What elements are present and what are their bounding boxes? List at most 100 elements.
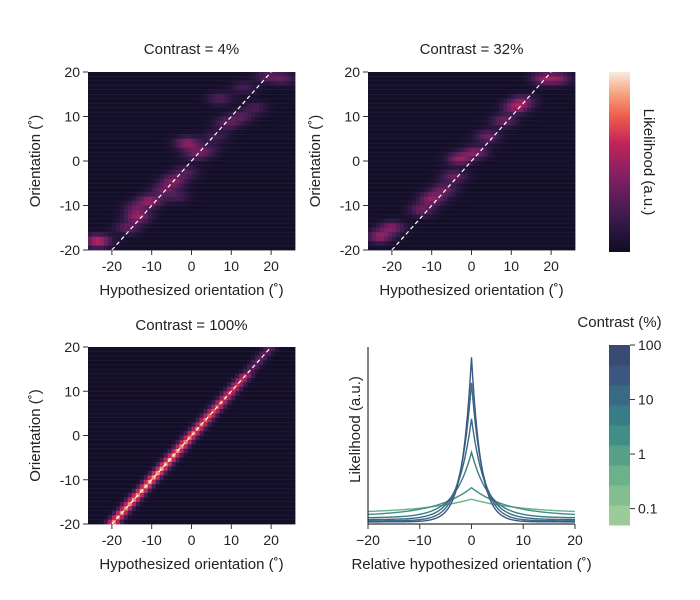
heatmap-cell xyxy=(147,241,153,246)
heatmap-cell xyxy=(375,143,381,149)
heatmap-cell xyxy=(199,223,204,229)
heatmap-cell xyxy=(235,201,240,206)
heatmap-cell xyxy=(459,80,464,86)
heatmap-cell xyxy=(387,214,393,220)
heatmap-cell xyxy=(571,174,576,180)
heatmap-cell xyxy=(175,187,180,193)
heatmap-cell xyxy=(263,143,268,149)
heatmap-cell xyxy=(455,187,460,193)
heatmap-cell xyxy=(511,223,516,229)
heatmap-cell xyxy=(563,134,568,140)
heatmap-cell xyxy=(107,94,113,100)
heatmap-cell xyxy=(383,165,389,171)
heatmap-cell xyxy=(499,85,504,91)
heatmap-cell xyxy=(215,85,220,91)
heatmap-cell xyxy=(163,364,169,370)
heatmap-cell xyxy=(131,156,137,162)
heatmap-cell xyxy=(211,161,216,166)
heatmap-cell xyxy=(279,386,284,392)
heatmap-cell xyxy=(107,174,113,180)
heatmap-cell xyxy=(179,103,184,108)
heatmap-cell xyxy=(88,241,93,246)
heatmap-cell xyxy=(199,232,204,238)
heatmap-cell xyxy=(103,85,109,91)
heatmap-cell xyxy=(123,125,129,131)
heatmap-cell xyxy=(427,223,433,229)
heatmap-cell xyxy=(195,125,200,131)
heatmap-cell xyxy=(563,94,568,100)
heatmap-cell xyxy=(135,351,141,357)
heatmap-cell xyxy=(123,205,129,211)
heatmap-cell xyxy=(263,116,268,122)
heatmap-cell xyxy=(535,165,540,171)
heatmap-cell xyxy=(239,85,244,91)
heatmap-cell xyxy=(91,218,97,224)
heatmap-cell xyxy=(155,76,161,82)
heatmap-cell xyxy=(191,178,196,184)
heatmap-cell xyxy=(195,183,200,189)
heatmap-cell xyxy=(95,391,101,397)
heatmap-cell xyxy=(515,147,520,153)
heatmap-cell xyxy=(167,138,172,144)
heatmap-cell xyxy=(455,76,460,82)
heatmap-cell xyxy=(439,232,445,238)
heatmap-cell xyxy=(123,223,129,229)
heatmap-cell xyxy=(455,120,460,126)
heatmap-cell xyxy=(383,174,389,180)
heatmap-cell xyxy=(179,245,184,251)
heatmap-cell xyxy=(187,400,192,405)
heatmap-cell xyxy=(283,138,288,144)
heatmap-cell xyxy=(139,112,145,117)
heatmap-cell xyxy=(423,76,429,82)
heatmap-cell xyxy=(143,192,149,197)
heatmap-cell xyxy=(135,232,141,238)
heatmap-cell xyxy=(495,156,500,162)
heatmap-cell xyxy=(103,209,109,215)
heatmap-cell xyxy=(551,187,556,193)
heatmap-cell xyxy=(251,214,256,220)
heatmap-cell xyxy=(151,196,157,202)
heatmap-cell xyxy=(475,227,480,233)
heatmap-cell xyxy=(227,223,232,229)
heatmap-cell xyxy=(431,125,437,131)
heatmap-cell xyxy=(207,377,212,383)
heatmap-cell xyxy=(551,196,556,202)
heatmap-cell xyxy=(207,395,212,401)
heatmap-cell xyxy=(455,152,460,157)
heatmap-cell xyxy=(531,107,536,113)
heatmap-cell xyxy=(463,76,468,82)
heatmap-cell xyxy=(151,364,157,370)
heatmap-cell xyxy=(491,76,496,82)
heatmap-cell xyxy=(507,129,512,135)
heatmap-cell xyxy=(423,89,429,95)
heatmap-cell xyxy=(147,156,153,162)
heatmap-cell xyxy=(243,174,248,180)
heatmap-cell xyxy=(135,360,141,366)
heatmap-cell xyxy=(543,138,548,144)
heatmap-cell xyxy=(243,245,248,251)
heatmap-cell xyxy=(135,209,141,215)
heatmap-cell xyxy=(531,112,536,117)
heatmap-cell xyxy=(191,227,196,233)
heatmap-cell xyxy=(279,218,284,224)
heatmap-cell xyxy=(199,134,204,140)
heatmap-cell xyxy=(395,156,401,162)
heatmap-cell xyxy=(115,355,121,361)
heatmap-cell xyxy=(279,152,284,157)
heatmap-cell xyxy=(115,129,121,135)
heatmap-cell xyxy=(427,232,433,238)
heatmap-cell xyxy=(127,400,133,405)
heatmap-cell xyxy=(267,72,272,77)
heatmap-cell xyxy=(511,107,516,113)
heatmap-cell xyxy=(231,347,236,352)
heatmap-cell xyxy=(451,196,456,202)
heatmap-cell xyxy=(207,174,212,180)
heatmap-cell xyxy=(119,373,125,379)
heatmap-cell xyxy=(263,72,268,77)
heatmap-cell xyxy=(251,209,256,215)
heatmap-cell xyxy=(563,112,568,117)
heatmap-cell xyxy=(483,116,488,122)
heatmap-cell xyxy=(555,85,560,91)
heatmap-cell xyxy=(427,227,433,233)
heatmap-cell xyxy=(219,232,224,238)
